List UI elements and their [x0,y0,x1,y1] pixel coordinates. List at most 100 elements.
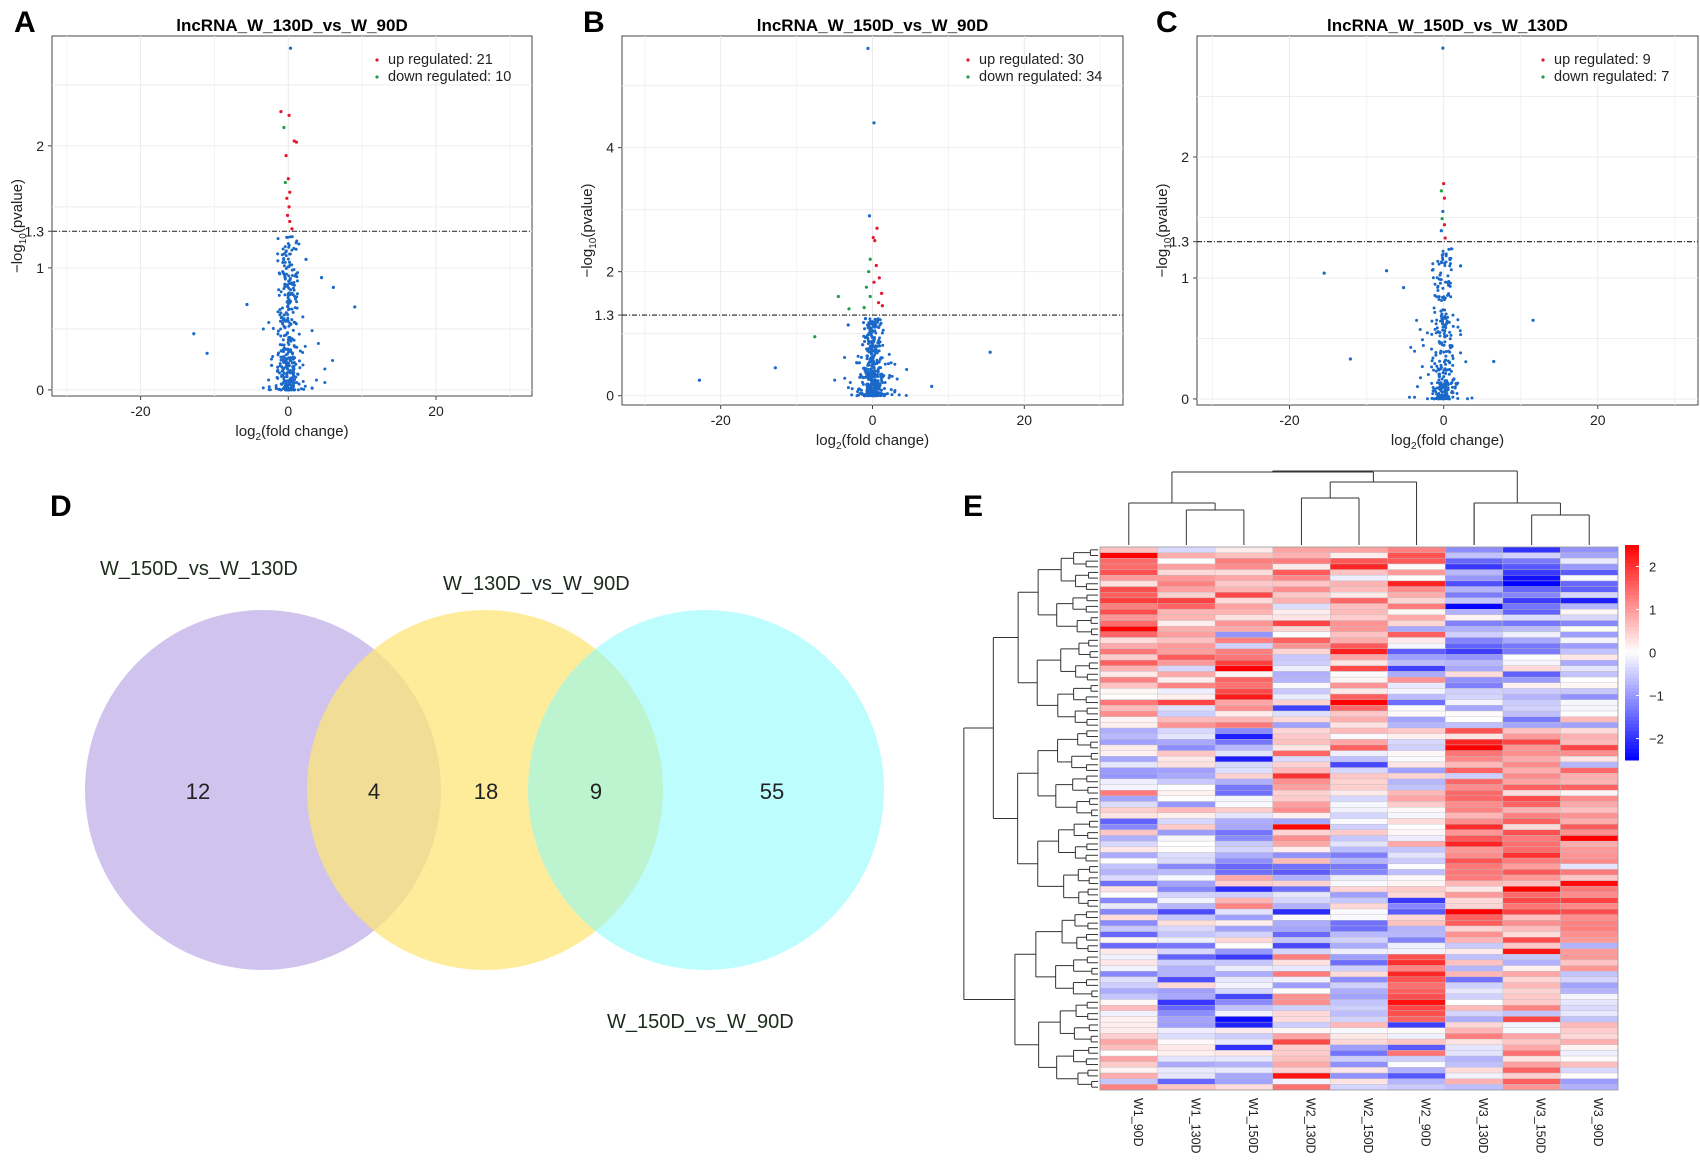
heatmap-cell [1330,999,1388,1006]
heatmap-cell [1387,699,1446,706]
heatmap-cell [1157,965,1216,972]
ns-point [889,361,893,365]
ns-point [881,343,885,347]
ns-point [1448,337,1452,341]
data-point [862,306,866,310]
colorbar-segment [1625,638,1639,643]
ns-point [871,387,875,391]
heatmap-cell [1214,840,1273,847]
heatmap-cell [1502,637,1561,644]
heatmap-cell [1560,874,1619,881]
heatmap-cell [1445,1072,1504,1079]
ns-point [1450,247,1454,251]
heatmap-cell [1157,914,1216,921]
heatmap-cell [1502,750,1561,757]
colorbar-segment [1625,609,1639,614]
heatmap-cell [1099,727,1158,734]
heatmap-cell [1330,722,1388,729]
heatmap-cell [1157,846,1216,853]
x-tick-label: -20 [711,412,731,428]
ns-point [1437,394,1441,398]
heatmap-cell [1214,580,1273,587]
ns-point [869,326,873,330]
heatmap-cell [1560,1038,1619,1045]
y-tick-label: 0 [1181,391,1189,407]
heatmap-cell [1445,891,1504,898]
colorbar-segment [1625,652,1639,657]
heatmap-cell [1387,620,1446,627]
heatmap-cell [1387,744,1446,751]
heatmap-cell [1330,773,1388,780]
heatmap-cell [1272,642,1331,649]
colorbar-segment [1625,656,1639,661]
ns-point [876,380,880,384]
heatmap-cell [1099,846,1158,853]
heatmap-cell [1445,778,1504,785]
heatmap-cell [1387,993,1446,1000]
data-point [205,351,209,355]
data-point [282,125,286,130]
ns-point [882,394,886,398]
ns-point [280,369,284,373]
colorbar-segment [1625,602,1639,607]
ns-point [299,387,303,391]
venn-diagram: DW_150D_vs_W_130DW_130D_vs_W_90DW_150D_v… [50,490,884,1033]
ns-point [287,362,291,366]
ns-point [878,372,882,376]
heatmap-cell [1099,1021,1158,1028]
heatmap-cell [1214,1010,1273,1017]
heatmap-cell [1560,931,1619,938]
ns-point [869,389,873,393]
heatmap-cell [1272,626,1331,633]
ns-point [1446,280,1450,284]
ns-point [286,285,290,289]
heatmap-cell [1502,965,1561,972]
heatmap-cell [1502,914,1561,921]
ns-point [890,393,894,397]
ns-point [277,293,281,297]
ns-point [284,359,288,363]
ns-point [284,254,288,258]
heatmap-cell [1560,558,1619,565]
heatmap-cell [1157,1004,1216,1011]
colorbar-segment [1625,616,1639,621]
colorbar-segment [1625,577,1639,582]
heatmap-cell [1445,801,1504,808]
ns-point [863,327,867,331]
ns-point [284,333,288,337]
heatmap-cell [1502,575,1561,582]
ns-point [1440,386,1444,390]
ns-point [274,387,278,391]
heatmap-cell [1157,829,1216,836]
heatmap-column-label: W2_130D [1303,1098,1317,1154]
heatmap-cell [1560,812,1619,819]
heatmap-cell [1214,722,1273,729]
ns-point [301,363,305,367]
colorbar-segment [1625,681,1639,686]
heatmap-cell [1272,1084,1331,1091]
heatmap-cell [1157,795,1216,802]
ns-point [1456,318,1460,322]
heatmap-cell [1099,609,1158,616]
ns-point [283,293,287,297]
heatmap-cell [1387,880,1446,887]
ns-point [1444,252,1448,256]
heatmap-cell [1272,829,1331,836]
heatmap-cell [1157,891,1216,898]
ns-point [287,356,291,360]
heatmap-cell [1387,982,1446,989]
legend-up-marker [375,58,379,62]
heatmap-cell [1099,671,1158,678]
heatmap-cell [1445,1016,1504,1023]
heatmap-cell [1157,642,1216,649]
ns-point [1426,373,1430,377]
ns-point [1449,262,1453,266]
heatmap-cell [1330,1050,1388,1057]
ns-point [296,372,300,376]
data-point [1348,357,1352,361]
ns-point [276,329,280,333]
heatmap-cell [1445,982,1504,989]
heatmap-column-label: W3_90D [1591,1098,1605,1147]
data-point [773,366,777,370]
heatmap-cell [1502,592,1561,599]
